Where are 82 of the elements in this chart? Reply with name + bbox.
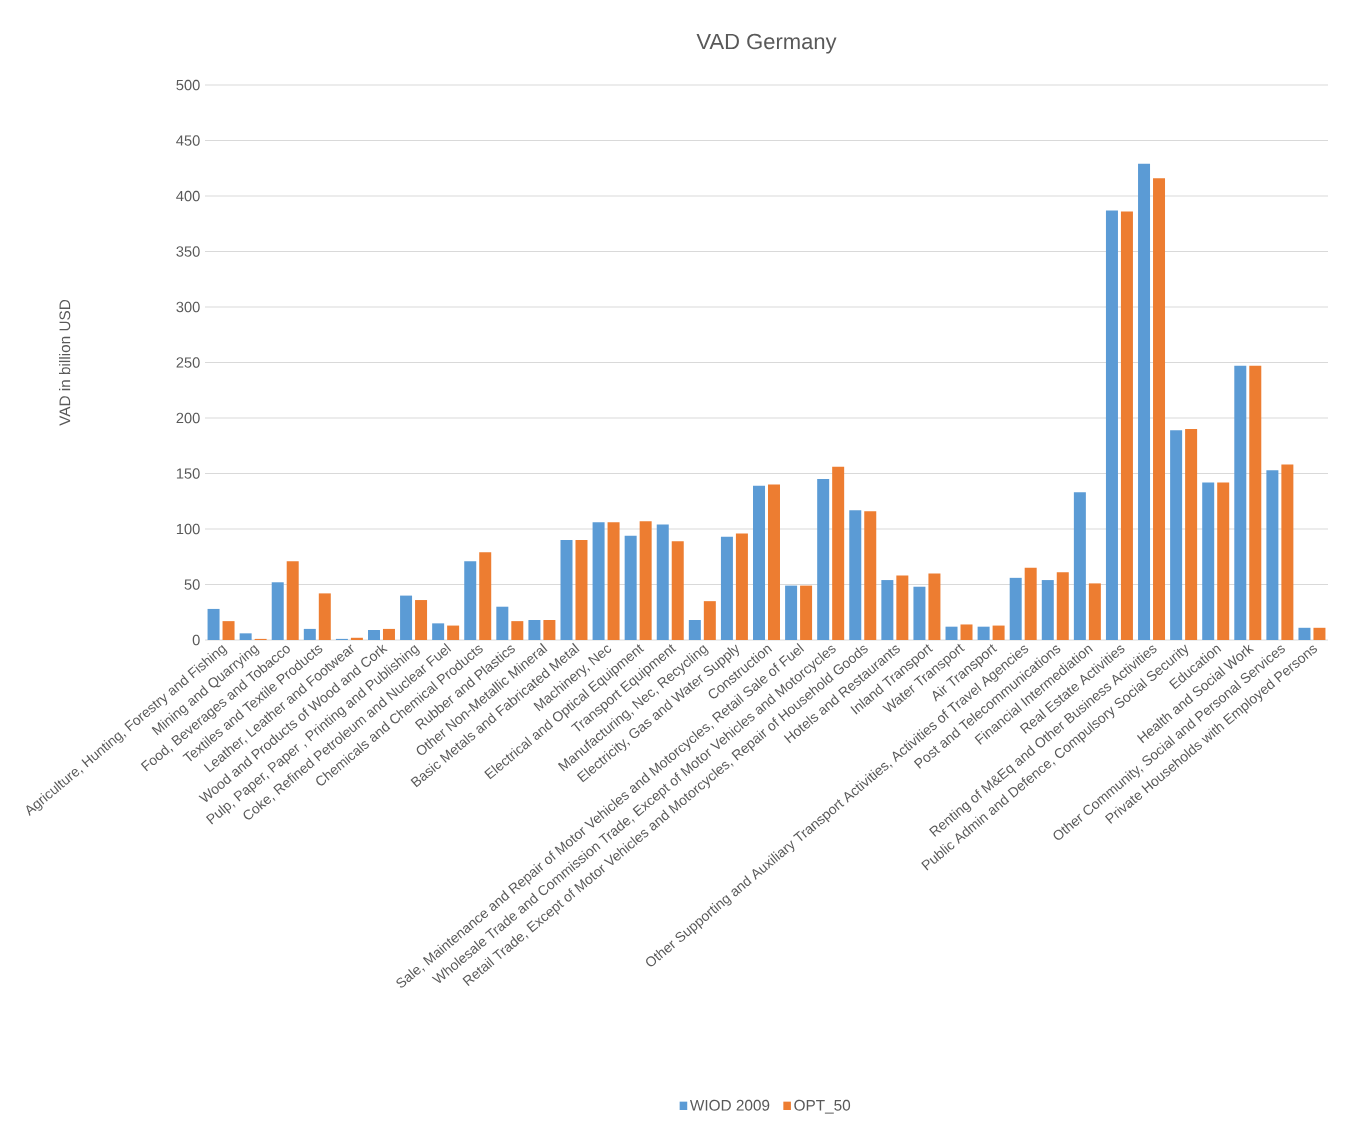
bar	[528, 620, 541, 640]
bar	[945, 626, 958, 640]
bar	[479, 552, 492, 640]
bar	[496, 606, 509, 640]
bar	[207, 608, 220, 640]
bar	[753, 485, 766, 640]
bar	[928, 573, 941, 640]
bar	[1217, 482, 1230, 640]
y-tick-label: 50	[184, 579, 200, 590]
bar	[1041, 580, 1054, 640]
bar	[1202, 482, 1215, 640]
bar	[656, 524, 669, 640]
bar	[415, 600, 428, 640]
bar	[1105, 210, 1118, 640]
bar	[543, 620, 556, 640]
bar	[735, 533, 748, 640]
bar	[768, 484, 780, 640]
bar	[1234, 365, 1247, 640]
y-tick-label: 0	[192, 634, 200, 646]
bar	[222, 621, 235, 640]
bar	[849, 510, 862, 640]
bar	[896, 575, 909, 640]
bar	[1313, 627, 1326, 640]
y-tick-label: 150	[176, 468, 200, 479]
bar	[913, 586, 926, 640]
bar	[367, 630, 380, 640]
bar	[800, 585, 813, 640]
legend-label: OPT_50	[794, 1099, 851, 1114]
bar	[1056, 572, 1069, 640]
y-tick-label: 300	[176, 301, 200, 313]
bar	[1138, 163, 1151, 640]
bar	[639, 521, 652, 640]
y-tick-label: 450	[176, 135, 200, 146]
bar	[624, 535, 637, 640]
bar	[1185, 429, 1198, 640]
bar	[511, 621, 524, 640]
bar	[688, 620, 701, 640]
y-tick-label: 500	[176, 79, 200, 91]
bar	[1073, 492, 1086, 640]
bar	[671, 541, 684, 640]
bar	[286, 561, 299, 640]
bar	[832, 466, 845, 640]
bar	[992, 625, 1005, 640]
bar	[560, 540, 573, 640]
bar	[400, 595, 413, 640]
bar	[720, 536, 733, 640]
bar	[1281, 464, 1294, 640]
chart-title: VAD Germany	[696, 33, 837, 54]
y-tick-label: 350	[176, 246, 200, 257]
bar	[318, 593, 331, 640]
legend-label: WIOD 2009	[689, 1099, 770, 1111]
bar	[464, 561, 477, 640]
bar	[447, 625, 460, 640]
bar	[881, 580, 894, 640]
bar	[785, 585, 798, 640]
bar	[432, 623, 445, 640]
bar	[239, 633, 252, 640]
bar	[271, 582, 284, 640]
bar	[977, 626, 990, 640]
y-tick-label: 400	[176, 190, 200, 202]
bar	[382, 628, 395, 640]
y-axis-title: VAD in billion USD	[59, 299, 71, 426]
y-tick-label: 250	[176, 357, 200, 368]
bar	[1120, 211, 1133, 640]
bar	[592, 522, 605, 640]
y-tick-label: 200	[176, 412, 200, 424]
bar	[1266, 470, 1279, 640]
bar	[703, 601, 716, 640]
bar	[1298, 627, 1311, 640]
bar	[1088, 583, 1101, 640]
bar	[1024, 567, 1037, 640]
bar	[607, 522, 620, 640]
bar	[1249, 365, 1262, 640]
bar	[1153, 178, 1166, 640]
bar	[1170, 430, 1183, 640]
y-tick-label: 100	[176, 523, 200, 535]
bar	[864, 511, 877, 640]
bar	[960, 624, 973, 640]
bar	[1009, 577, 1022, 640]
bar	[575, 540, 588, 640]
bar	[303, 628, 316, 640]
bar	[817, 479, 830, 640]
